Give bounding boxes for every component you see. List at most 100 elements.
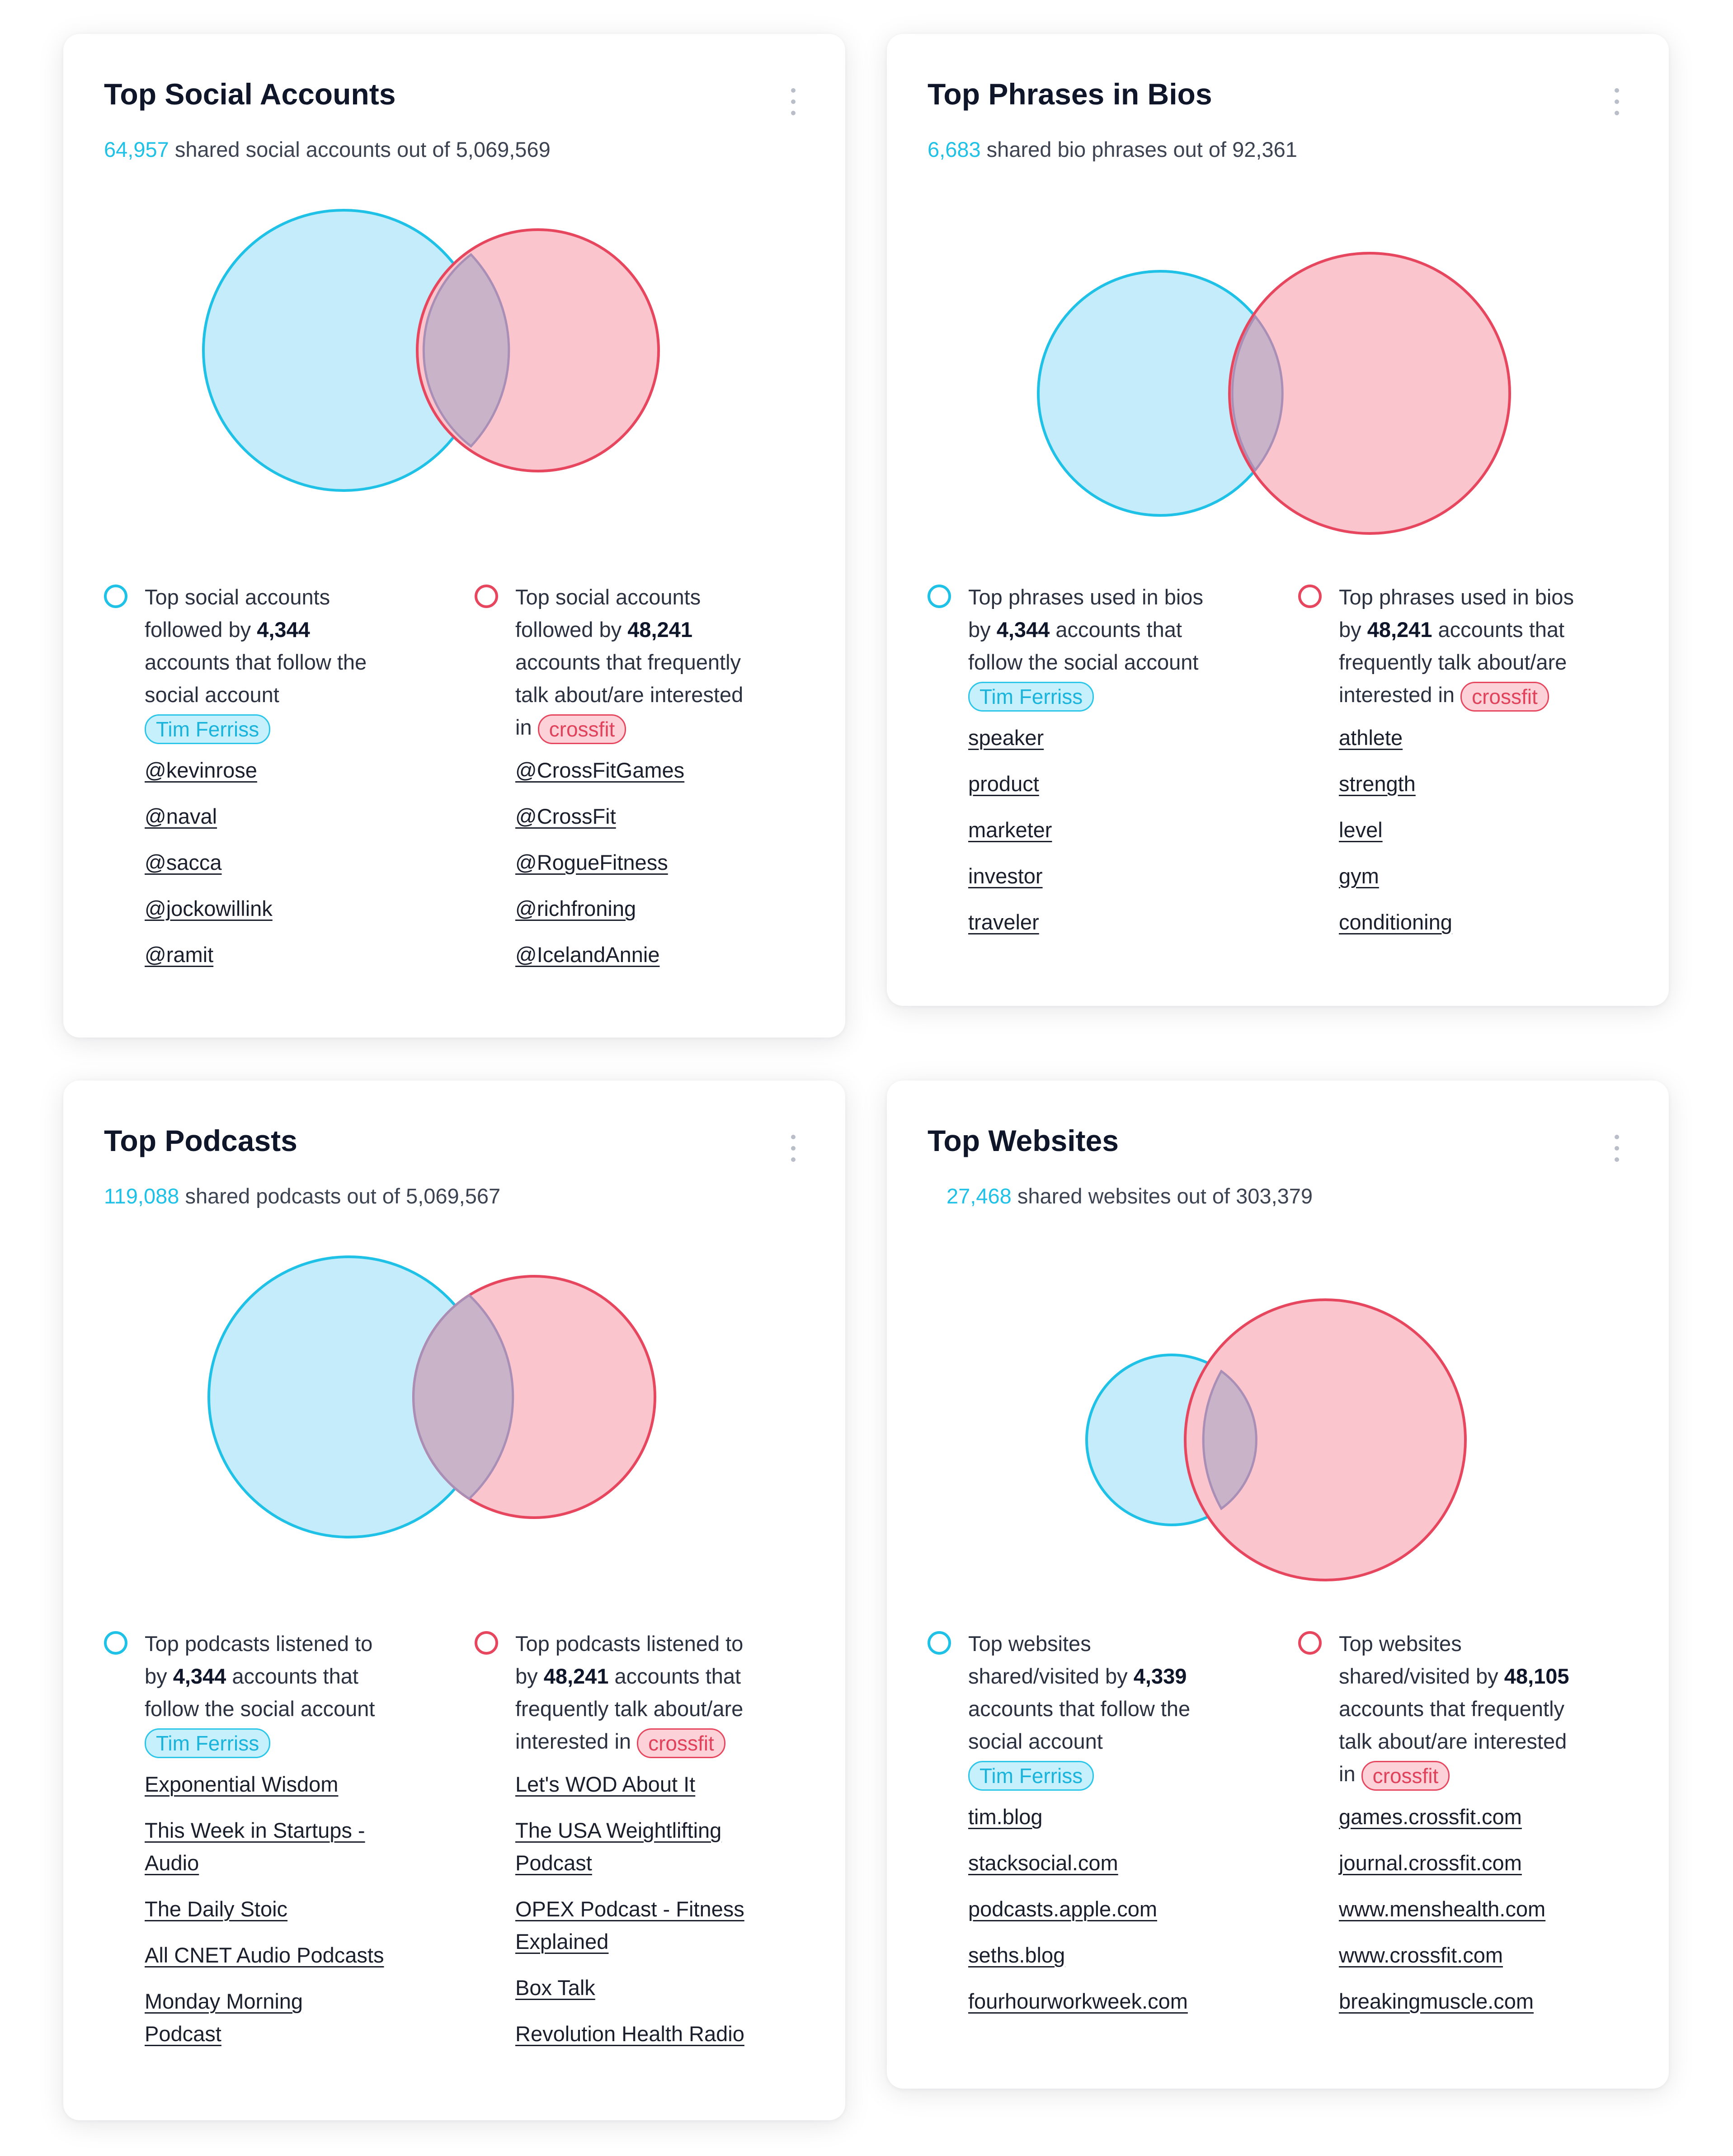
circle-outline-icon bbox=[475, 1631, 498, 1655]
list-item-link[interactable]: marketer bbox=[968, 817, 1052, 842]
list-item-link[interactable]: The Daily Stoic bbox=[145, 1897, 288, 1921]
follower-count: 48,241 bbox=[1367, 618, 1432, 642]
venn-diagram bbox=[1085, 1298, 1467, 1581]
list-item-link[interactable]: Revolution Health Radio bbox=[515, 2021, 744, 2046]
legend-text-a: Top websites shared/visited by bbox=[968, 1632, 1134, 1688]
venn-circle-red bbox=[1184, 1298, 1467, 1581]
card-top-social-accounts: Top Social Accounts 64,957 shared social… bbox=[63, 34, 845, 1038]
more-vertical-icon[interactable] bbox=[786, 88, 800, 115]
list-item-link[interactable]: product bbox=[968, 771, 1039, 796]
list-item-link[interactable]: fourhourworkweek.com bbox=[968, 1989, 1188, 2013]
list-item-link[interactable]: @kevinrose bbox=[145, 758, 257, 782]
list-item-link[interactable]: conditioning bbox=[1339, 910, 1452, 934]
legend-text-b: accounts that follow the social account bbox=[968, 1697, 1191, 1753]
list-item-link[interactable]: This Week in Startups - Audio bbox=[145, 1818, 365, 1875]
venn-diagram bbox=[207, 1255, 656, 1538]
card-title: Top Phrases in Bios bbox=[928, 77, 1212, 111]
list-item-link[interactable]: tim.blog bbox=[968, 1804, 1043, 1829]
circle-outline-icon bbox=[1298, 1631, 1322, 1655]
circle-outline-icon bbox=[1298, 585, 1322, 608]
legend-left: Top podcasts listened to by 4,344 accoun… bbox=[104, 1628, 384, 2064]
list-item-link[interactable]: The USA Weightlifting Podcast bbox=[515, 1818, 722, 1875]
list-item-link[interactable]: @CrossFit bbox=[515, 804, 616, 828]
follower-count: 4,339 bbox=[1133, 1664, 1187, 1688]
follower-count: 4,344 bbox=[996, 618, 1050, 642]
chip-account[interactable]: Tim Ferriss bbox=[968, 681, 1094, 712]
list-item-link[interactable]: games.crossfit.com bbox=[1339, 1804, 1522, 1829]
legend-text-a: Top podcasts listened to by bbox=[145, 1632, 373, 1688]
list-item-link[interactable]: seths.blog bbox=[968, 1943, 1065, 1967]
card-top-podcasts: Top Podcasts 119,088 shared podcasts out… bbox=[63, 1080, 845, 2120]
list-item-link[interactable]: speaker bbox=[968, 725, 1044, 750]
legend-right: Top social accounts followed by 48,241 a… bbox=[475, 581, 755, 985]
list-item-link[interactable]: traveler bbox=[968, 910, 1039, 934]
list-item-link[interactable]: @ramit bbox=[145, 942, 214, 967]
more-vertical-icon[interactable] bbox=[1610, 88, 1624, 115]
legend-text: Top phrases used in bios by 48,241 accou… bbox=[1298, 581, 1578, 712]
legend-text-a: Top websites shared/visited by bbox=[1339, 1632, 1504, 1688]
list-item-link[interactable]: All CNET Audio Podcasts bbox=[145, 1943, 384, 1967]
legend-right: Top podcasts listened to by 48,241 accou… bbox=[475, 1628, 755, 2064]
list-item-link[interactable]: Let's WOD About It bbox=[515, 1772, 696, 1796]
shared-summary: shared bio phrases out of 92,361 bbox=[980, 137, 1297, 161]
legend-text-b: accounts that frequently talk about/are … bbox=[1339, 1697, 1567, 1786]
shared-summary: shared websites out of 303,379 bbox=[1011, 1184, 1313, 1208]
list-item-link[interactable]: www.crossfit.com bbox=[1339, 1943, 1503, 1967]
circle-outline-icon bbox=[104, 585, 127, 608]
follower-count: 4,344 bbox=[173, 1664, 226, 1688]
list-item-link[interactable]: gym bbox=[1339, 863, 1379, 888]
legend-text-b: accounts that follow the social account bbox=[145, 1664, 375, 1721]
list-item-link[interactable]: @jockowillink bbox=[145, 896, 273, 920]
list-item-link[interactable]: stacksocial.com bbox=[968, 1850, 1118, 1875]
circle-outline-icon bbox=[104, 1631, 127, 1655]
legend-text-a: Top podcasts listened to by bbox=[515, 1632, 744, 1688]
list-item-link[interactable]: Box Talk bbox=[515, 1975, 595, 2000]
legend-text-b: accounts that follow the social account bbox=[968, 618, 1199, 674]
card-subtitle: 64,957 shared social accounts out of 5,0… bbox=[104, 137, 551, 162]
chip-topic[interactable]: crossfit bbox=[1460, 681, 1549, 712]
venn-circle-red bbox=[1228, 252, 1511, 535]
list-item-link[interactable]: Monday Morning Podcast bbox=[145, 1989, 303, 2046]
chip-account[interactable]: Tim Ferriss bbox=[968, 1760, 1094, 1791]
chip-account[interactable]: Tim Ferriss bbox=[145, 714, 271, 744]
legend-right: Top phrases used in bios by 48,241 accou… bbox=[1298, 581, 1578, 952]
list-item-link[interactable]: journal.crossfit.com bbox=[1339, 1850, 1522, 1875]
item-list: @CrossFitGames @CrossFit @RogueFitness @… bbox=[515, 754, 755, 971]
legend-left: Top social accounts followed by 4,344 ac… bbox=[104, 581, 384, 985]
list-item-link[interactable]: breakingmuscle.com bbox=[1339, 1989, 1534, 2013]
more-vertical-icon[interactable] bbox=[1610, 1135, 1624, 1162]
item-list: games.crossfit.com journal.crossfit.com … bbox=[1339, 1801, 1578, 2018]
list-item-link[interactable]: athlete bbox=[1339, 725, 1403, 750]
card-title: Top Podcasts bbox=[104, 1124, 297, 1157]
chip-topic[interactable]: crossfit bbox=[637, 1728, 725, 1758]
list-item-link[interactable]: strength bbox=[1339, 771, 1416, 796]
list-item-link[interactable]: @CrossFitGames bbox=[515, 758, 685, 782]
list-item-link[interactable]: @richfroning bbox=[515, 896, 636, 920]
item-list: @kevinrose @naval @sacca @jockowillink @… bbox=[145, 754, 384, 971]
list-item-link[interactable]: @sacca bbox=[145, 850, 222, 874]
list-item-link[interactable]: @RogueFitness bbox=[515, 850, 668, 874]
list-item-link[interactable]: investor bbox=[968, 863, 1043, 888]
list-item-link[interactable]: @IcelandAnnie bbox=[515, 942, 660, 967]
shared-count: 6,683 bbox=[928, 137, 981, 161]
chip-account[interactable]: Tim Ferriss bbox=[145, 1728, 271, 1758]
follower-count: 48,105 bbox=[1504, 1664, 1569, 1688]
list-item-link[interactable]: OPEX Podcast - Fitness Explained bbox=[515, 1897, 744, 1953]
chip-topic[interactable]: crossfit bbox=[1361, 1760, 1450, 1791]
list-item-link[interactable]: level bbox=[1339, 817, 1383, 842]
list-item-link[interactable]: www.menshealth.com bbox=[1339, 1897, 1546, 1921]
legend-text-b: accounts that frequently talk about/are … bbox=[515, 650, 744, 739]
list-item-link[interactable]: Exponential Wisdom bbox=[145, 1772, 339, 1796]
legend-text-b: accounts that frequently talk about/are … bbox=[515, 1664, 744, 1753]
shared-count: 119,088 bbox=[104, 1184, 179, 1208]
shared-count: 64,957 bbox=[104, 137, 169, 161]
list-item-link[interactable]: podcasts.apple.com bbox=[968, 1897, 1158, 1921]
list-item-link[interactable]: @naval bbox=[145, 804, 217, 828]
chip-topic[interactable]: crossfit bbox=[537, 714, 626, 744]
card-title: Top Websites bbox=[928, 1124, 1119, 1157]
circle-outline-icon bbox=[928, 585, 951, 608]
more-vertical-icon[interactable] bbox=[786, 1135, 800, 1162]
circle-outline-icon bbox=[928, 1631, 951, 1655]
venn-overlap bbox=[412, 1293, 514, 1500]
item-list: tim.blog stacksocial.com podcasts.apple.… bbox=[968, 1801, 1208, 2018]
